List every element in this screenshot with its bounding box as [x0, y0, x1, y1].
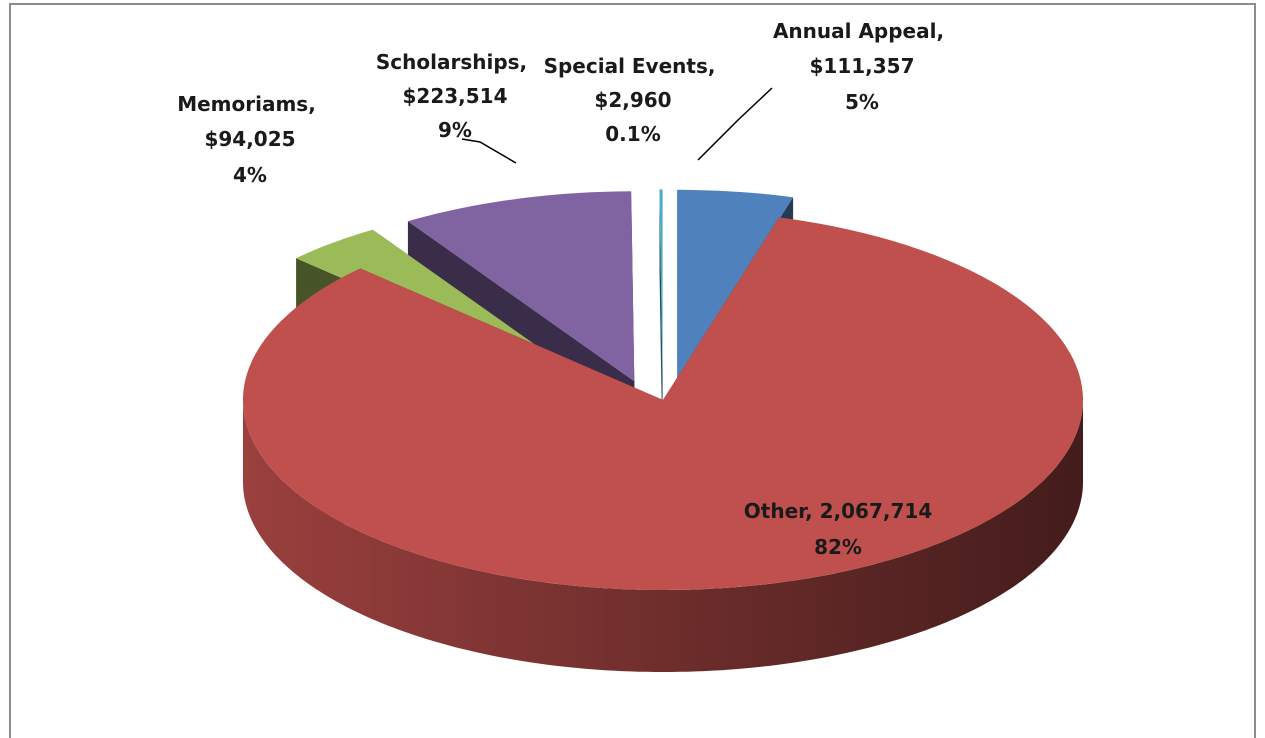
label-separator: , [308, 92, 323, 116]
data-label: 4% [233, 163, 267, 187]
label-separator: , [708, 54, 723, 78]
slice-side [243, 400, 1083, 672]
label-separator: , [936, 19, 951, 43]
label-separator: , [805, 499, 820, 523]
pie [243, 189, 1083, 672]
label-part: 5% [845, 90, 879, 114]
data-label: 0.1% [605, 122, 660, 146]
data-label: Annual Appeal, [773, 19, 951, 43]
data-label: $111,357 [809, 54, 914, 78]
label-part: 4% [233, 163, 267, 187]
data-label: 5% [845, 90, 879, 114]
label-part: 9% [438, 118, 472, 142]
label-part: $111,357 [809, 54, 914, 78]
label-part: Annual Appeal [773, 19, 937, 43]
data-label: $223,514 [402, 84, 507, 108]
label-part: $94,025 [204, 127, 295, 151]
label-part: $2,960 [594, 88, 671, 112]
label-part: Scholarships [376, 50, 520, 74]
label-part: 82% [814, 535, 862, 559]
data-labels: Annual Appeal, $111,357 5% Other, 2,067,71… [177, 19, 951, 559]
data-label: Scholarships, [376, 50, 534, 74]
leader-line [461, 138, 517, 164]
label-part: 2,067,714 [820, 499, 933, 523]
label-part: Other [744, 499, 808, 523]
slice [243, 217, 1083, 590]
data-label: 82% [814, 535, 862, 559]
data-label: $2,960 [594, 88, 671, 112]
label-part: $223,514 [402, 84, 507, 108]
data-label: $94,025 [204, 127, 295, 151]
leader-line [697, 87, 773, 161]
label-part: Memoriams [177, 92, 308, 116]
slice [407, 191, 635, 382]
data-label: 9% [438, 118, 472, 142]
data-label: Special Events, [544, 54, 723, 78]
data-label: Other, 2,067,714 [744, 499, 932, 523]
slice-inner-wall [659, 189, 663, 462]
label-part: Special Events [544, 54, 708, 78]
label-part: 0.1% [605, 122, 660, 146]
data-label: Memoriams, [177, 92, 323, 116]
slice [659, 189, 663, 380]
label-separator: , [520, 50, 535, 74]
